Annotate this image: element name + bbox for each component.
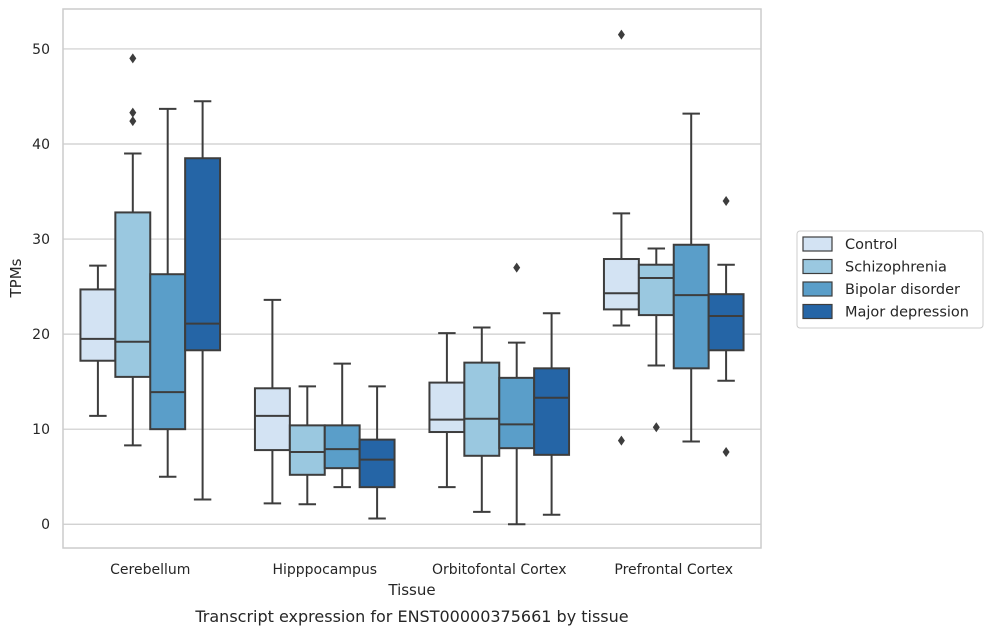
legend-label-3: Major depression (845, 305, 969, 321)
outlier-point-0 (513, 262, 521, 273)
box-1-1 (288, 385, 326, 506)
legend-label-2: Bipolar disorder (845, 282, 960, 298)
box-body (253, 387, 291, 452)
x-tick-label-1: Hipppocampus (272, 562, 377, 578)
box-3-2 (672, 112, 710, 443)
box-2-1 (463, 326, 501, 513)
outlier-point-0 (617, 435, 625, 446)
box-1-3 (358, 385, 396, 520)
x-tick-label-3: Prefrontal Cortex (614, 562, 733, 578)
box-body (707, 293, 745, 352)
box-body (672, 243, 710, 370)
box-3-1 (637, 247, 675, 433)
legend-swatch-1 (802, 258, 833, 275)
y-tick-label-50: 50 (32, 42, 50, 58)
outlier-point-1 (617, 29, 625, 40)
y-tick-label-30: 30 (32, 232, 50, 248)
y-tick-labels: 0 10 20 30 40 50 (32, 42, 50, 533)
box-body (184, 157, 222, 352)
outlier-point-2 (129, 53, 137, 64)
legend: Control Schizophrenia Bipolar disorder Majo… (796, 230, 984, 329)
outlier-point-0 (129, 116, 137, 127)
box-0-3 (184, 100, 222, 501)
outlier-point-0 (722, 446, 730, 457)
box-body (288, 424, 326, 476)
box-0-0 (79, 264, 117, 417)
boxes (79, 29, 745, 526)
outlier-point-1 (722, 196, 730, 207)
y-tick-label-0: 0 (41, 517, 50, 533)
box-2-2 (498, 262, 536, 526)
x-tick-labels: Cerebellum Hipppocampus Orbitofontal Corte… (110, 562, 733, 578)
legend-frame (796, 230, 984, 329)
legend-swatch-0 (802, 236, 833, 252)
box-1-0 (253, 298, 291, 505)
box-body (358, 438, 396, 489)
x-tick-label-0: Cerebellum (110, 562, 190, 578)
box-body (149, 273, 187, 431)
legend-swatch-2 (802, 281, 833, 297)
outlier-point-1 (129, 107, 137, 118)
box-body (114, 211, 152, 378)
box-body (79, 288, 117, 362)
y-tick-label-40: 40 (32, 137, 50, 153)
box-2-3 (533, 312, 571, 516)
box-body (602, 258, 640, 311)
legend-label-1: Schizophrenia (845, 260, 947, 276)
x-tick-label-2: Orbitofontal Cortex (432, 562, 567, 578)
box-0-2 (149, 107, 187, 478)
box-body (637, 263, 675, 317)
box-body (428, 381, 466, 434)
box-body (498, 376, 536, 450)
y-axis-title: TPMs (7, 258, 25, 298)
y-tick-label-10: 10 (32, 422, 50, 438)
box-body (323, 424, 361, 470)
y-tick-label-20: 20 (32, 327, 50, 343)
box-0-1 (114, 53, 152, 447)
box-2-0 (428, 332, 466, 489)
box-body (533, 367, 571, 456)
box-3-0 (602, 29, 640, 446)
box-3-3 (707, 196, 745, 457)
x-axis-title: Tissue (387, 581, 435, 599)
plot-frame (62, 8, 762, 549)
outlier-point-0 (652, 422, 660, 433)
legend-swatch-3 (802, 303, 833, 320)
box-body (463, 361, 501, 457)
legend-label-0: Control (845, 237, 897, 253)
figure-caption: Transcript expression for ENST0000037566… (194, 607, 628, 626)
